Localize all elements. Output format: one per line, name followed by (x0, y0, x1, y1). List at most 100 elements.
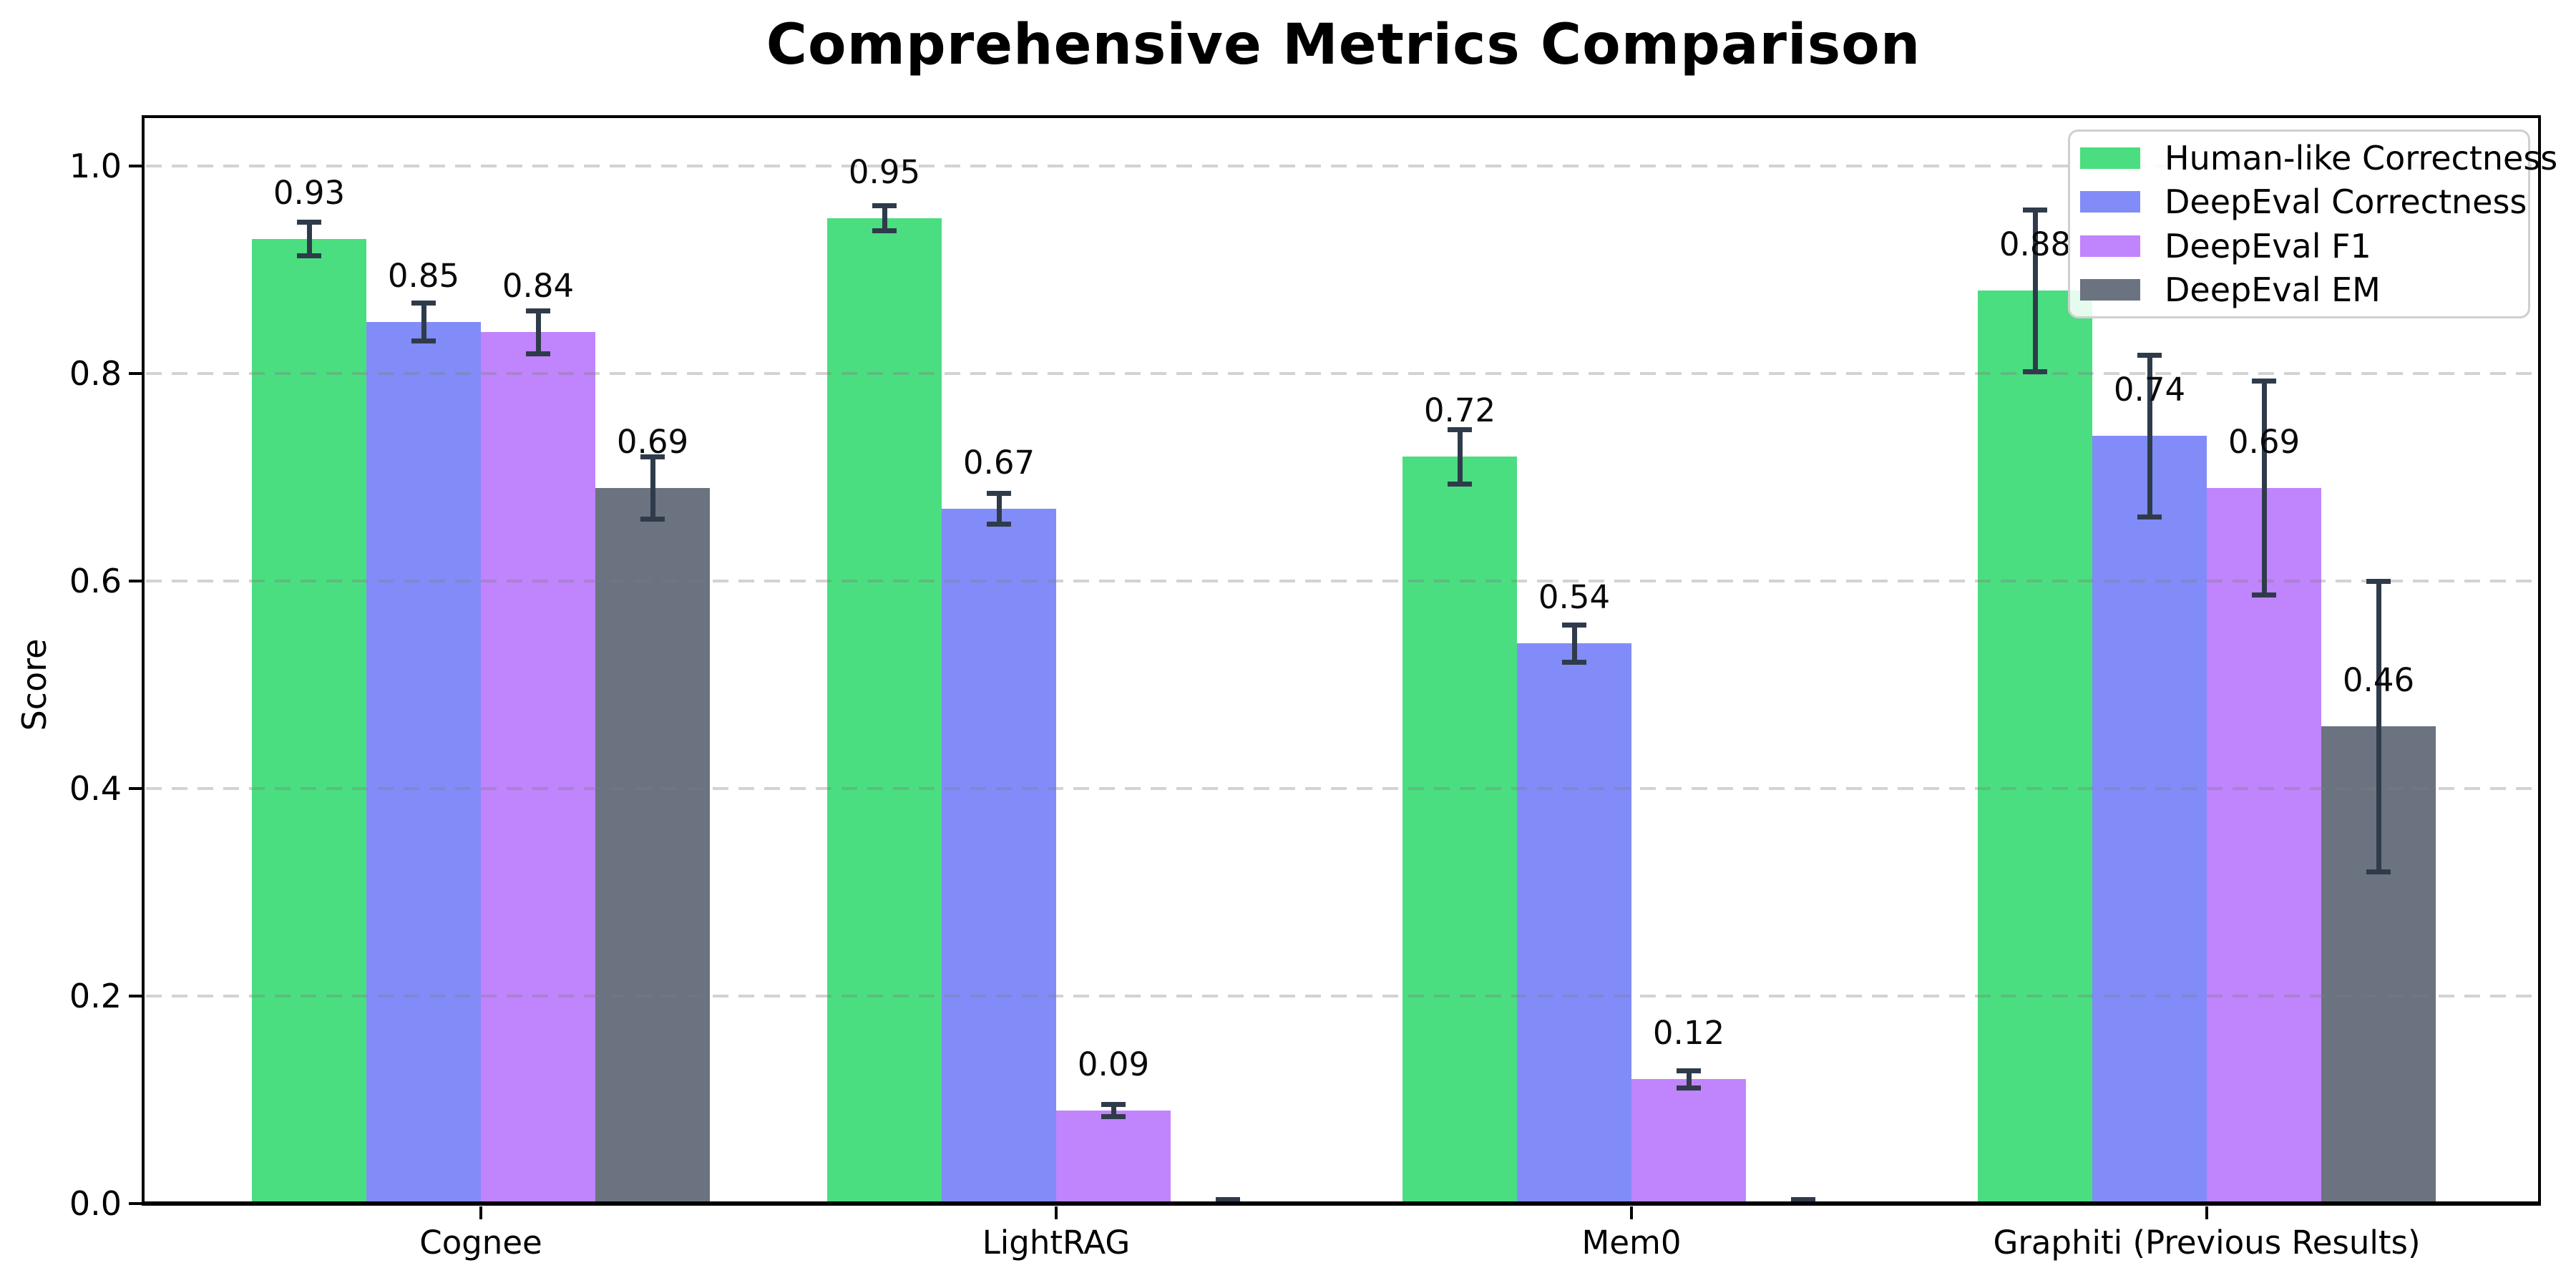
x-tick-mark (2205, 1206, 2208, 1219)
error-bar-cap-top (1101, 1101, 1126, 1107)
y-tick-mark (129, 995, 142, 997)
error-bar (1571, 624, 1577, 663)
bar-value-label: 0.54 (1538, 578, 1611, 616)
x-tick-mark (1055, 1206, 1058, 1219)
error-bar-cap-bottom (526, 351, 550, 357)
bar-value-label: 0.67 (962, 443, 1035, 482)
error-bar (2032, 209, 2038, 372)
x-tick-label: Cognee (419, 1224, 542, 1262)
bar (366, 321, 481, 1204)
error-bar-cap-bottom (2137, 514, 2162, 520)
gridline (146, 372, 2541, 375)
legend-swatch-green (2080, 147, 2140, 169)
y-tick-mark (129, 787, 142, 790)
error-bar-cap-top (1677, 1068, 1701, 1074)
error-bar (421, 303, 426, 341)
legend-item: DeepEval F1 (2079, 224, 2519, 268)
x-tick-label: Graphiti (Previous Results) (1993, 1224, 2421, 1262)
legend-label: DeepEval EM (2165, 270, 2381, 310)
error-bar (2261, 381, 2267, 595)
error-bar-cap-bottom (297, 253, 321, 258)
x-tick-label: Mem0 (1581, 1224, 1682, 1262)
y-tick-mark (129, 1202, 142, 1205)
error-bar-cap-top (1791, 1197, 1815, 1203)
bar-value-label: 0.88 (1999, 225, 2072, 263)
bar (1056, 1110, 1171, 1204)
error-bar-cap-bottom (1101, 1114, 1126, 1120)
error-bar-cap-top (297, 220, 321, 225)
error-bar-cap-bottom (411, 338, 436, 343)
error-bar-cap-bottom (2023, 369, 2047, 375)
legend-swatch-purple (2080, 235, 2140, 257)
error-bar-cap-top (987, 490, 1011, 496)
error-bar-cap-bottom (1448, 481, 1472, 487)
legend-item: Human-like Correctness (2079, 136, 2557, 180)
error-bar-cap-top (1216, 1197, 1240, 1203)
error-bar (882, 205, 887, 230)
y-tick-label: 0.6 (69, 562, 122, 600)
legend-swatch-gray (2080, 279, 2140, 301)
legend: Human-like Correctness DeepEval Correctn… (2068, 130, 2557, 318)
bar-value-label: 0.74 (2113, 371, 2186, 409)
bar (2207, 487, 2321, 1204)
error-bar-cap-top (872, 203, 897, 209)
error-bar-cap-top (2252, 379, 2276, 384)
error-bar (1457, 429, 1463, 484)
bar (595, 487, 710, 1204)
chart-title: Comprehensive Metrics Comparison (766, 13, 1921, 77)
bar (1402, 457, 1517, 1204)
gridline (146, 580, 2541, 582)
error-bar-cap-top (2137, 352, 2162, 358)
error-bar-cap-bottom (640, 517, 665, 522)
error-bar (535, 310, 541, 354)
error-bar-cap-top (2023, 207, 2047, 213)
legend-swatch-indigo (2080, 191, 2140, 213)
bar-value-label: 0.69 (2228, 422, 2301, 461)
bar (827, 218, 942, 1204)
y-axis-label: Score (15, 638, 54, 731)
error-bar-cap-top (1562, 622, 1586, 628)
bar (252, 238, 366, 1204)
error-bar-cap-bottom (987, 522, 1011, 527)
y-tick-label: 1.0 (69, 147, 122, 185)
bar (1517, 643, 1631, 1204)
bar-value-label: 0.72 (1423, 391, 1496, 429)
error-bar-cap-bottom (872, 228, 897, 233)
error-bar (2147, 354, 2152, 517)
x-tick-mark (479, 1206, 482, 1219)
error-bar (2376, 581, 2381, 872)
error-bar-cap-bottom (1677, 1085, 1701, 1091)
error-bar (996, 492, 1002, 525)
error-bar-cap-top (411, 301, 436, 306)
error-bar-cap-top (1448, 427, 1472, 433)
y-tick-mark (129, 580, 142, 582)
error-bar (650, 457, 655, 519)
legend-label: DeepEval Correctness (2165, 182, 2527, 222)
y-tick-label: 0.0 (69, 1184, 122, 1223)
error-bar-cap-top (526, 308, 550, 313)
error-bar-cap-top (2366, 579, 2391, 584)
y-tick-label: 0.2 (69, 977, 122, 1015)
error-bar-cap-bottom (1562, 660, 1586, 665)
bar (1631, 1079, 1746, 1204)
x-tick-label: LightRAG (982, 1224, 1131, 1262)
error-bar (1686, 1070, 1692, 1088)
legend-item: DeepEval EM (2079, 268, 2519, 313)
bar (1978, 291, 2092, 1204)
bar-value-label: 0.12 (1652, 1014, 1725, 1052)
bar-value-label: 0.84 (502, 267, 575, 305)
gridline (146, 787, 2541, 790)
bar-value-label: 0.95 (848, 152, 921, 191)
legend-label: DeepEval F1 (2165, 226, 2371, 265)
bar (942, 508, 1056, 1204)
bar-value-label: 0.85 (387, 256, 460, 295)
y-tick-label: 0.4 (69, 769, 122, 808)
error-bar-cap-top (640, 454, 665, 459)
legend-item: DeepEval Correctness (2079, 180, 2527, 225)
y-tick-mark (129, 372, 142, 375)
y-tick-mark (129, 165, 142, 167)
bar (481, 332, 595, 1204)
bar-value-label: 0.69 (616, 422, 689, 461)
gridline (146, 995, 2541, 997)
